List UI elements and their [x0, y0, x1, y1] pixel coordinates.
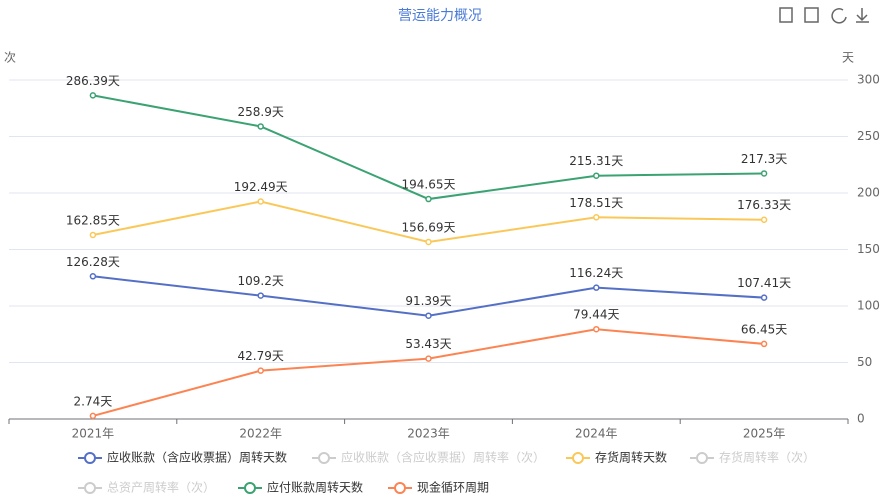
data-label: 107.41天 — [737, 276, 791, 290]
x-tick-label: 2022年 — [239, 427, 282, 441]
data-point — [760, 170, 768, 177]
data-point — [257, 198, 264, 205]
data-point — [760, 340, 768, 348]
x-tick-label: 2025年 — [743, 427, 786, 441]
legend-item[interactable]: 存货周转天数 — [566, 450, 667, 465]
legend-item[interactable]: 应付账款周转天数 — [238, 480, 363, 495]
data-point — [89, 273, 97, 280]
data-point — [89, 92, 97, 99]
data-point — [593, 172, 600, 179]
y2-axis-name: 天 — [842, 51, 854, 65]
y2-tick-label: 50 — [857, 355, 872, 369]
data-point — [257, 123, 264, 130]
legend-icon — [394, 482, 406, 494]
data-point — [89, 412, 97, 420]
legend-label: 总资产周转率（次） — [107, 480, 215, 495]
data-point — [593, 325, 600, 333]
data-point — [593, 284, 600, 291]
y-axis-name: 次 — [4, 51, 16, 65]
data-label: 42.79天 — [238, 349, 284, 363]
legend-label: 存货周转率（次） — [719, 450, 815, 465]
x-tick-label: 2024年 — [575, 427, 618, 441]
restore-table-icon[interactable] — [804, 7, 819, 23]
data-label: 215.31天 — [569, 154, 623, 168]
data-label: 2.74天 — [74, 394, 113, 408]
legend-icon — [84, 452, 96, 464]
data-point — [760, 216, 768, 223]
data-view-icon[interactable] — [779, 7, 793, 23]
y2-tick-label: 250 — [857, 129, 880, 143]
data-label: 126.28天 — [66, 255, 120, 269]
data-label: 194.65天 — [402, 178, 456, 192]
data-point — [89, 231, 97, 239]
legend-label: 存货周转天数 — [595, 450, 667, 465]
legend-icon — [318, 452, 330, 464]
y2-tick-label: 150 — [857, 242, 880, 256]
data-point — [425, 195, 432, 203]
data-label: 66.45天 — [741, 322, 787, 336]
x-tick-label: 2021年 — [72, 427, 115, 441]
legend-label: 现金循环周期 — [417, 480, 489, 495]
legend-icon — [696, 452, 708, 464]
legend-item[interactable]: 存货周转率（次） — [690, 450, 815, 465]
chart-title: 营运能力概况 — [398, 8, 482, 24]
data-label: 258.9天 — [238, 105, 284, 119]
data-label: 192.49天 — [234, 180, 288, 194]
data-point — [425, 312, 432, 319]
data-label: 116.24天 — [569, 266, 623, 280]
data-label: 176.33天 — [737, 198, 791, 212]
legend-item[interactable]: 总资产周转率（次） — [78, 480, 215, 495]
download-icon[interactable] — [856, 8, 869, 23]
data-label: 156.69天 — [402, 220, 456, 234]
data-label: 79.44天 — [573, 308, 619, 322]
legend-label: 应收账款（含应收票据）周转天数 — [107, 450, 287, 465]
data-label: 109.2天 — [238, 274, 284, 288]
data-point — [425, 355, 432, 362]
toolbox[interactable] — [779, 7, 869, 24]
legend-item[interactable]: 应收账款（含应收票据）周转率（次） — [312, 450, 545, 465]
data-point — [257, 367, 264, 374]
legend-icon — [84, 482, 96, 494]
legend-label: 应付账款周转天数 — [267, 480, 363, 495]
y2-tick-label: 100 — [857, 299, 880, 313]
legend-item[interactable]: 应收账款（含应收票据）周转天数 — [78, 450, 287, 465]
legend-icon — [572, 452, 584, 464]
legend-icon — [244, 482, 256, 494]
y2-tick-label: 300 — [857, 73, 880, 87]
data-point — [257, 292, 264, 299]
data-point — [425, 238, 432, 246]
y2-tick-label: 0 — [857, 412, 865, 426]
data-label: 178.51天 — [569, 196, 623, 210]
legend-label: 应收账款（含应收票据）周转率（次） — [341, 450, 545, 465]
data-label: 91.39天 — [405, 294, 451, 308]
y2-tick-label: 200 — [857, 186, 880, 200]
data-label: 162.85天 — [66, 213, 120, 227]
data-point — [593, 214, 600, 221]
data-label: 53.43天 — [405, 337, 451, 351]
data-point — [760, 294, 768, 301]
refresh-icon[interactable] — [831, 8, 847, 24]
x-tick-label: 2023年 — [407, 427, 450, 441]
data-label: 217.3天 — [741, 152, 787, 166]
legend-item[interactable]: 现金循环周期 — [388, 480, 489, 495]
data-label: 286.39天 — [66, 74, 120, 88]
